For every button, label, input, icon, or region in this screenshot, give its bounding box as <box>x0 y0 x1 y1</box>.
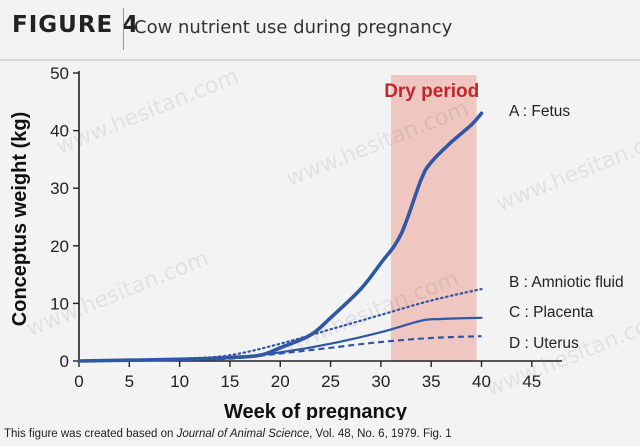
y-tick-label: 50 <box>50 64 69 83</box>
pregnancy-chart: Dry period www.hesitan.com www.hesitan.co… <box>9 64 640 420</box>
series-label-amniotic-fluid: B : Amniotic fluid <box>509 274 624 291</box>
x-tick-label: 10 <box>170 372 189 391</box>
y-tick-label: 40 <box>50 122 69 141</box>
y-tick-label: 20 <box>50 237 69 256</box>
watermark-text: www.hesitan.com <box>493 121 640 217</box>
x-tick-label: 30 <box>371 372 390 391</box>
dry-period-band <box>390 75 477 361</box>
y-tick-label: 0 <box>60 352 69 371</box>
figure-header: FIGURE 4 Cow nutrient use during pregnan… <box>0 0 640 61</box>
x-tick-label: 40 <box>472 372 491 391</box>
series-label-uterus: D : Uterus <box>509 335 579 352</box>
x-tick-label: 15 <box>220 372 239 391</box>
x-tick-label: 0 <box>74 372 83 391</box>
footnote-prefix: This figure was created based on <box>4 428 177 440</box>
y-tick-label: 30 <box>50 179 69 198</box>
x-tick-label: 5 <box>125 372 134 391</box>
y-tick-label: 10 <box>50 294 69 313</box>
source-footnote: This figure was created based on Journal… <box>4 428 452 440</box>
y-axis-title: Conceptus weight (kg) <box>9 112 31 326</box>
watermark-text: www.hesitan.com <box>53 64 242 160</box>
x-tick-label: 25 <box>321 372 340 391</box>
figure-title: Cow nutrient use during pregnancy <box>134 17 453 38</box>
header-rule <box>0 59 640 61</box>
dry-period-label: Dry period <box>384 81 479 102</box>
series-line-uterus <box>78 335 482 363</box>
x-tick-label: 45 <box>522 372 541 391</box>
header-divider <box>123 8 124 50</box>
footnote-journal: Journal of Animal Science <box>176 428 310 440</box>
x-tick-label: 35 <box>422 372 441 391</box>
series-label-placenta: C : Placenta <box>509 304 594 321</box>
series-label-fetus: A : Fetus <box>509 103 570 120</box>
figure-label: FIGURE 4 <box>12 12 140 38</box>
x-axis-title: Week of pregnancy <box>224 401 408 420</box>
footnote-suffix: , Vol. 48, No. 6, 1979. Fig. 1 <box>309 428 452 440</box>
x-tick-label: 20 <box>271 372 290 391</box>
